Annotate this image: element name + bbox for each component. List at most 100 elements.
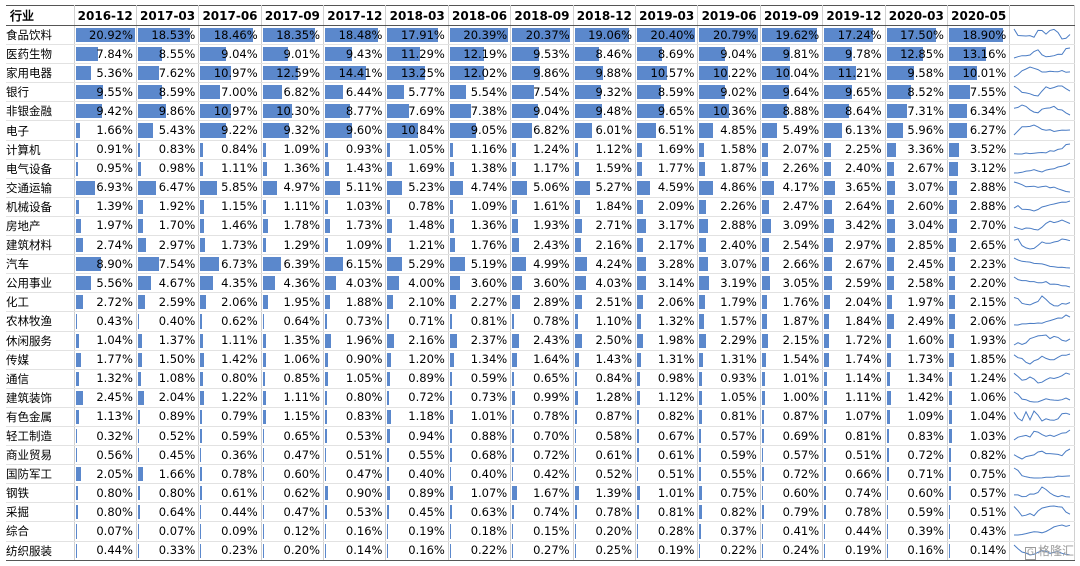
value-text: 1.69% (657, 142, 695, 157)
data-bar (761, 123, 778, 138)
industry-cell: 食品饮料 (6, 25, 75, 46)
value-cell: 2.06% (635, 292, 699, 313)
value-text: 5.29% (408, 256, 445, 271)
data-bar (699, 85, 725, 100)
value-text: 0.25% (595, 543, 633, 558)
value-cell: 20.92% (74, 25, 137, 46)
value-text: 7.54% (158, 256, 196, 271)
data-bar (449, 505, 452, 520)
data-bar (886, 218, 896, 234)
data-bar (637, 104, 665, 119)
value-cell: 0.78% (510, 407, 574, 427)
data-bar (637, 47, 662, 62)
industry-cell: 商业贸易 (6, 445, 75, 466)
data-bar (262, 85, 283, 100)
data-bar (886, 314, 894, 329)
sparkline (1014, 391, 1071, 403)
value-cell: 0.16% (323, 521, 387, 542)
value-cell: 8.69% (635, 44, 699, 65)
value-text: 1.59% (595, 161, 633, 176)
data-bar (387, 199, 390, 214)
value-text: 9.32% (595, 84, 633, 99)
data-bar (574, 218, 583, 234)
table-row: 国防军工 2.05% 1.66% 0.78% 0.60% 0.47% 0.40% 0.40% 0… (6, 464, 1076, 485)
value-text: 2.07% (782, 142, 820, 157)
data-bar (886, 28, 937, 43)
value-text: 1.43% (595, 352, 633, 367)
data-bar (325, 352, 328, 367)
value-text: 0.61% (595, 447, 633, 462)
data-bar (387, 352, 391, 367)
value-text: 1.50% (158, 352, 196, 367)
data-bar (637, 295, 643, 310)
value-text: 0.57% (782, 447, 820, 462)
value-text: 0.41% (782, 523, 820, 538)
data-bar (200, 28, 253, 43)
value-text: 1.46% (221, 218, 258, 233)
value-cell: 1.98% (635, 331, 699, 351)
value-text: 8.64% (845, 103, 882, 118)
value-cell: 0.28% (635, 521, 699, 542)
data-bar (699, 199, 706, 214)
value-cell: 6.34% (947, 101, 1011, 122)
value-cell: 1.09% (885, 407, 948, 427)
data-bar (699, 218, 708, 234)
value-cell: 1.73% (198, 235, 262, 256)
value-cell: 1.17% (510, 159, 574, 179)
header-row: 行业 2016-12 2017-03 2017-06 2017-09 2017-12 20… (6, 5, 1076, 26)
value-text: 10.97% (213, 103, 258, 118)
data-bar (761, 524, 763, 539)
data-bar (637, 467, 639, 482)
data-bar (449, 543, 451, 558)
data-bar (824, 467, 827, 482)
data-bar (325, 467, 327, 482)
data-bar (699, 47, 726, 62)
value-cell: 3.05% (760, 273, 824, 294)
value-cell: 0.07% (136, 521, 200, 542)
value-text: 7.84% (96, 46, 133, 61)
value-cell: 10.04% (760, 63, 824, 84)
value-cell: 6.15% (323, 254, 387, 275)
value-text: 0.78% (533, 313, 570, 328)
data-bar (449, 142, 454, 157)
industry-cell: 银行 (6, 82, 75, 103)
data-bar (512, 161, 516, 176)
data-bar (75, 295, 84, 310)
value-text: 0.88% (470, 428, 508, 443)
value-cell: 0.81% (822, 426, 886, 447)
value-text: 2.50% (595, 333, 633, 348)
value-text: 1.73% (345, 218, 383, 233)
data-bar (325, 314, 328, 329)
data-bar (137, 85, 163, 100)
value-cell: 9.42% (74, 101, 137, 122)
value-cell: 1.73% (323, 216, 387, 237)
value-cell: 0.33% (136, 541, 200, 561)
value-text: 0.79% (782, 504, 820, 519)
gelonghui-logo-icon: G (1025, 547, 1036, 560)
data-bar (699, 161, 705, 176)
value-text: 0.67% (657, 428, 695, 443)
data-bar (574, 505, 577, 520)
value-cell: 5.43% (136, 120, 200, 141)
value-cell: 5.54% (448, 82, 512, 103)
table-row: 机械设备 1.39% 1.92% 1.15% 1.11% 1.03% 0.78% 1.09% 1… (6, 197, 1076, 217)
data-bar (387, 448, 390, 463)
value-cell: 9.55% (74, 82, 137, 103)
table-row: 纺织服装 0.44% 0.33% 0.23% 0.20% 0.14% 0.16% 0.22% 0… (6, 541, 1076, 561)
value-cell: 8.46% (573, 44, 637, 65)
sparkline-path (1014, 200, 1071, 212)
value-text: 0.52% (595, 466, 633, 481)
value-cell: 1.79% (697, 292, 761, 313)
sparkline-cell (1009, 140, 1076, 160)
value-cell: 0.72% (510, 445, 574, 466)
data-bar (824, 276, 832, 291)
value-text: 0.63% (470, 504, 508, 519)
data-bar (262, 238, 267, 253)
value-text: 1.60% (907, 333, 944, 348)
sparkline (1014, 448, 1071, 460)
data-bar (325, 448, 327, 463)
value-cell: 7.54% (510, 82, 574, 103)
value-cell: 12.85% (885, 44, 948, 65)
industry-cell: 医药生物 (6, 44, 75, 65)
value-cell: 2.64% (822, 197, 886, 217)
